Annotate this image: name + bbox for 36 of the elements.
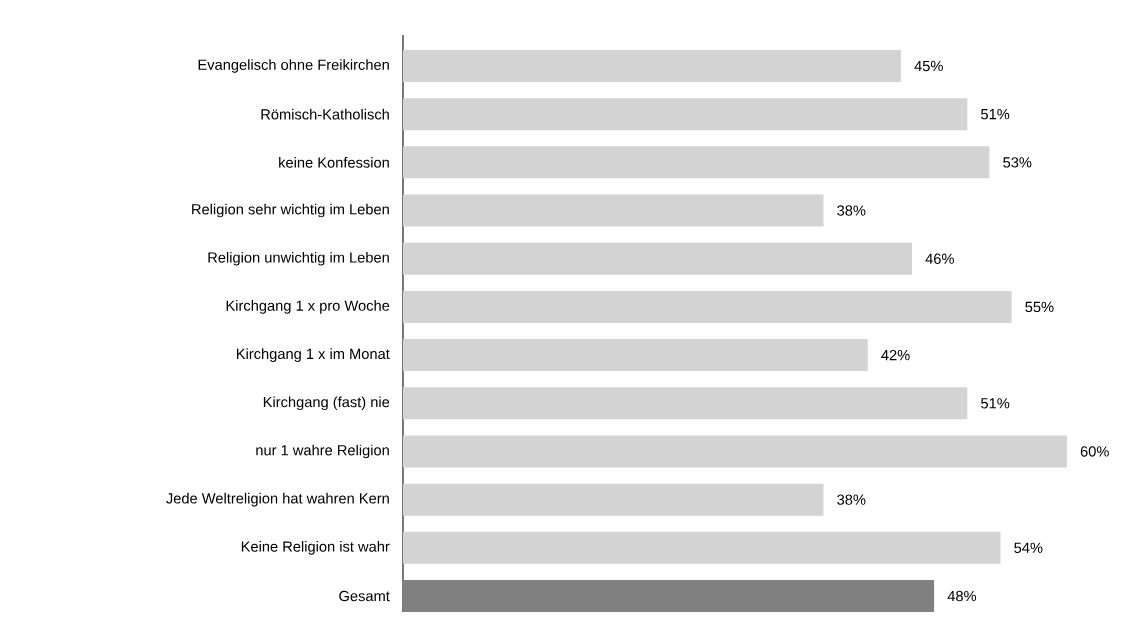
y-tick-label: Kirchgang 1 x pro Woche <box>226 300 390 314</box>
bar <box>403 146 990 179</box>
data-label: 38% <box>837 205 866 216</box>
data-label: 51% <box>981 109 1010 120</box>
bar <box>403 580 935 613</box>
data-label: 54% <box>1014 542 1043 553</box>
data-label: 45% <box>914 60 943 72</box>
y-tick-label: Religion unwichtig im Leben <box>208 251 389 266</box>
bar <box>403 194 824 227</box>
data-label: 42% <box>881 349 910 361</box>
bar <box>403 290 1012 323</box>
y-tick-label: Gesamt <box>339 590 390 602</box>
bar <box>403 435 1067 468</box>
data-label: 46% <box>925 253 954 264</box>
bar <box>403 387 968 420</box>
data-label: 60% <box>1080 446 1109 457</box>
y-tick-label: Religion sehr wichtig im Leben <box>192 203 389 218</box>
bar <box>403 483 824 516</box>
data-label: 38% <box>837 494 866 505</box>
data-label: 48% <box>947 590 977 602</box>
bar <box>403 98 968 131</box>
data-label: 55% <box>1025 301 1054 313</box>
data-label: 51% <box>981 398 1010 409</box>
y-tick-label: keine Konfession <box>279 156 389 168</box>
bar <box>403 339 868 372</box>
data-label: 53% <box>1003 157 1032 168</box>
y-tick-label: Keine Religion ist wahr <box>241 541 390 555</box>
y-tick-label: Kirchgang 1 x im Monat <box>236 348 390 362</box>
y-tick-label: Kirchgang (fast) nie <box>263 396 390 411</box>
bar <box>403 49 901 82</box>
bar <box>403 531 1001 564</box>
y-tick-label: Evangelisch ohne Freikirchen <box>198 59 389 73</box>
y-tick-label: Jede Weltreligion hat wahren Kern <box>166 492 389 507</box>
y-tick-label: nur 1 wahre Religion <box>256 444 389 459</box>
bar <box>403 242 912 275</box>
y-tick-label: Römisch-Katholisch <box>261 108 389 120</box>
